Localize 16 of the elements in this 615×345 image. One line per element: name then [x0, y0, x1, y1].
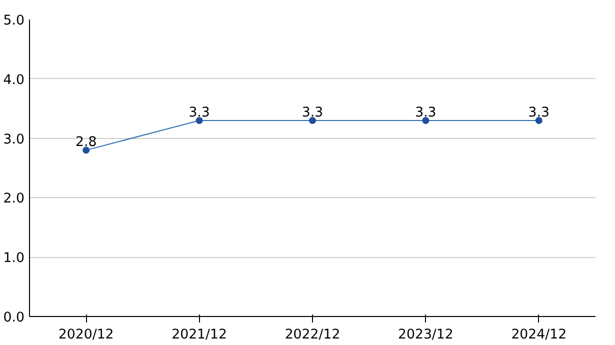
- y-tick-label: 5.0: [3, 14, 25, 28]
- data-label: 3.3: [528, 105, 550, 120]
- y-tick-label: 1.0: [3, 251, 25, 266]
- x-tick-label: 2024/12: [511, 328, 567, 342]
- x-tick-label: 2020/12: [58, 328, 114, 342]
- x-tick-label: 2021/12: [172, 328, 227, 342]
- y-tick-label: 0.0: [3, 310, 25, 326]
- y-tick-label: 4.0: [3, 72, 25, 88]
- y-tick-label: 3.0: [3, 132, 25, 148]
- data-label: 3.3: [188, 105, 210, 120]
- x-tick-label: 2022/12: [284, 328, 340, 342]
- data-label: 3.3: [302, 105, 324, 120]
- x-tick-label: 2023/12: [398, 328, 454, 342]
- data-label: 2.8: [76, 135, 97, 150]
- y-tick-label: 2.0: [3, 192, 25, 207]
- data-label: 3.3: [415, 105, 436, 120]
